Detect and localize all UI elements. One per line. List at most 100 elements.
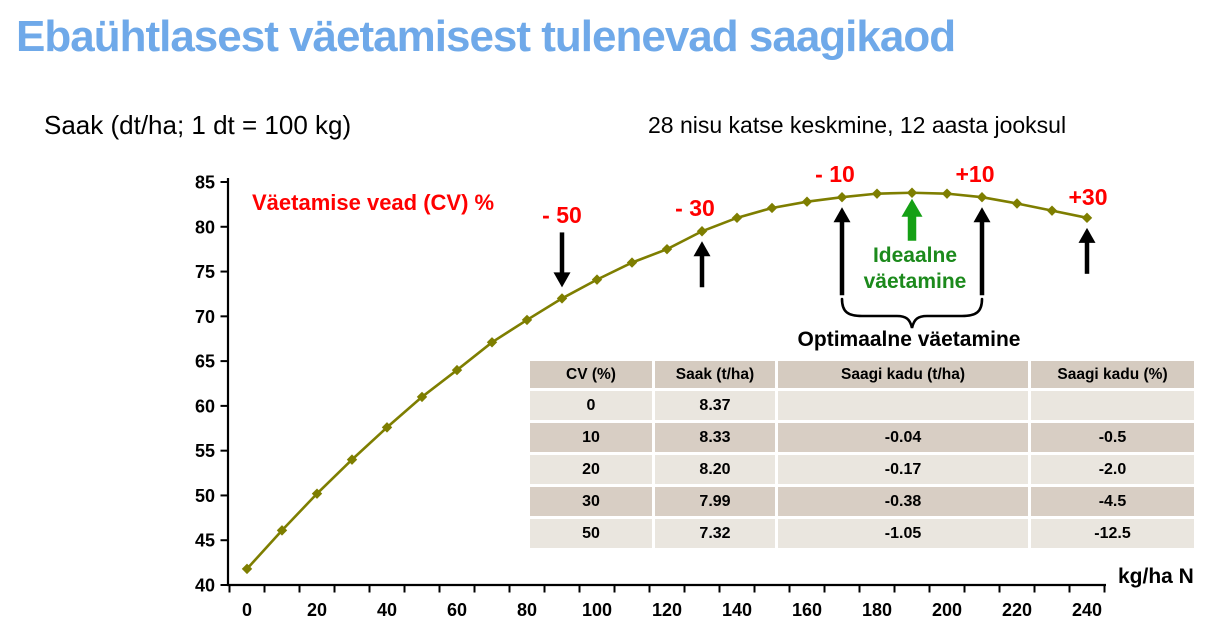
cv-error-arrows	[553, 207, 1096, 296]
curve-marker	[836, 192, 848, 203]
optimal-range-brace	[840, 297, 984, 329]
x-tick-label: 100	[582, 600, 612, 620]
table-cell: 30	[530, 487, 652, 516]
error-arrow-head	[833, 207, 851, 223]
cv-marker-label-plus-30: +30	[1068, 184, 1108, 210]
curve-marker	[556, 293, 568, 304]
error-arrow-head	[553, 272, 571, 288]
curve-marker	[416, 391, 428, 403]
y-tick-label: 45	[195, 531, 215, 551]
y-tick-label: 50	[195, 486, 215, 506]
table-row: 0 8.37	[530, 391, 1194, 420]
x-tick-label: 240	[1072, 600, 1102, 620]
table-cell: 0	[530, 391, 652, 420]
table-cell: 7.32	[655, 519, 775, 548]
curve-marker	[696, 226, 708, 237]
table-cell: -0.38	[778, 487, 1028, 516]
ideal-fertilization-label: Ideaalne väetamine	[863, 244, 967, 293]
y-tick-label: 60	[195, 396, 215, 416]
curve-marker	[346, 454, 358, 465]
y-tick-label: 40	[195, 576, 215, 596]
y-axis-unit-note: Saak (dt/ha; 1 dt = 100 kg)	[44, 110, 352, 140]
table-cell	[1031, 391, 1194, 420]
y-tick-label: 65	[195, 352, 215, 372]
table-cell: 20	[530, 455, 652, 484]
table-row: 10 8.33 -0.04 -0.5	[530, 423, 1194, 452]
cv-marker-label-minus-50: - 50	[542, 202, 582, 228]
cv-error-heading: Väetamise vead (CV) %	[252, 190, 495, 215]
x-tick-label: 140	[722, 600, 752, 620]
col-header-yield: Saak (t/ha)	[655, 361, 775, 388]
table-cell: -0.17	[778, 455, 1028, 484]
optimal-fertilization-label: Optimaalne väetamine	[797, 328, 1021, 351]
table-cell: -1.05	[778, 519, 1028, 548]
table-cell: 8.37	[655, 391, 775, 420]
cv-marker-label-minus-30: - 30	[675, 195, 715, 221]
table-row: 50 7.32 -1.05 -12.5	[530, 519, 1194, 548]
table-cell: -0.04	[778, 423, 1028, 452]
table-cell: 7.99	[655, 487, 775, 516]
table-row: 20 8.20 -0.17 -2.0	[530, 455, 1194, 484]
y-tick-label: 80	[195, 217, 215, 237]
page-title: Ebaühtlasest väetamisest tulenevad saagi…	[16, 12, 956, 61]
table-cell	[778, 391, 1028, 420]
curve-marker	[591, 274, 603, 285]
col-header-loss-pct: Saagi kadu (%)	[1031, 361, 1194, 388]
curve-marker	[521, 314, 533, 326]
curve-marker	[1011, 198, 1023, 209]
yield-loss-table: CV (%) Saak (t/ha) Saagi kadu (t/ha) Saa…	[527, 358, 1197, 551]
table-cell: 50	[530, 519, 652, 548]
table-cell: -0.5	[1031, 423, 1194, 452]
table-cell: 8.20	[655, 455, 775, 484]
error-arrow-head	[1078, 227, 1096, 243]
table-header-row: CV (%) Saak (t/ha) Saagi kadu (t/ha) Saa…	[530, 361, 1194, 388]
y-tick-label: 85	[195, 173, 215, 193]
table-cell: -2.0	[1031, 455, 1194, 484]
cv-marker-label-plus-10: +10	[955, 161, 995, 187]
curve-marker	[976, 192, 988, 203]
curve-marker	[766, 202, 778, 214]
x-tick-label: 160	[792, 600, 822, 620]
experiment-note: 28 nisu katse keskmine, 12 aasta jooksul	[648, 112, 1067, 138]
curve-marker	[486, 337, 498, 348]
curve-marker	[941, 188, 953, 199]
curve-marker	[801, 196, 813, 207]
table-row: 30 7.99 -0.38 -4.5	[530, 487, 1194, 516]
ideal-arrow	[901, 198, 923, 241]
table-cell: -12.5	[1031, 519, 1194, 548]
curve-marker	[1081, 212, 1093, 224]
curve-marker	[381, 422, 393, 433]
curve-marker	[241, 563, 253, 575]
table-cell: 8.33	[655, 423, 775, 452]
x-tick-label: 180	[862, 600, 892, 620]
col-header-loss-tha: Saagi kadu (t/ha)	[778, 361, 1028, 388]
x-tick-label: 120	[652, 600, 682, 620]
curve-marker	[276, 525, 288, 536]
x-tick-label: 220	[1002, 600, 1032, 620]
curve-marker	[906, 187, 918, 198]
error-arrow-head	[973, 207, 991, 223]
x-tick-label: 60	[447, 600, 467, 620]
x-tick-label: 20	[307, 600, 327, 620]
curve-marker	[871, 188, 883, 199]
curve-marker	[1046, 205, 1058, 216]
y-tick-label: 55	[195, 441, 215, 461]
x-tick-label: 80	[517, 600, 537, 620]
curve-marker	[451, 364, 463, 376]
table-cell: -4.5	[1031, 487, 1194, 516]
cv-marker-label-minus-10: - 10	[815, 161, 855, 187]
x-tick-label: 40	[377, 600, 397, 620]
y-tick-label: 75	[195, 262, 215, 282]
curve-marker	[311, 488, 323, 499]
ideal-arrow-head	[901, 198, 923, 217]
x-tick-label: 0	[242, 600, 252, 620]
col-header-cv: CV (%)	[530, 361, 652, 388]
y-tick-label: 70	[195, 307, 215, 327]
axes: 40 45 50 55 60 65 70 75 80 85 0 20 40 60 80 100 120 140 16…	[195, 173, 1106, 620]
curve-marker	[661, 243, 673, 255]
x-tick-label: 200	[932, 600, 962, 620]
error-arrow-head	[693, 241, 711, 257]
x-axis-unit-label: kg/ha N	[1118, 565, 1194, 588]
